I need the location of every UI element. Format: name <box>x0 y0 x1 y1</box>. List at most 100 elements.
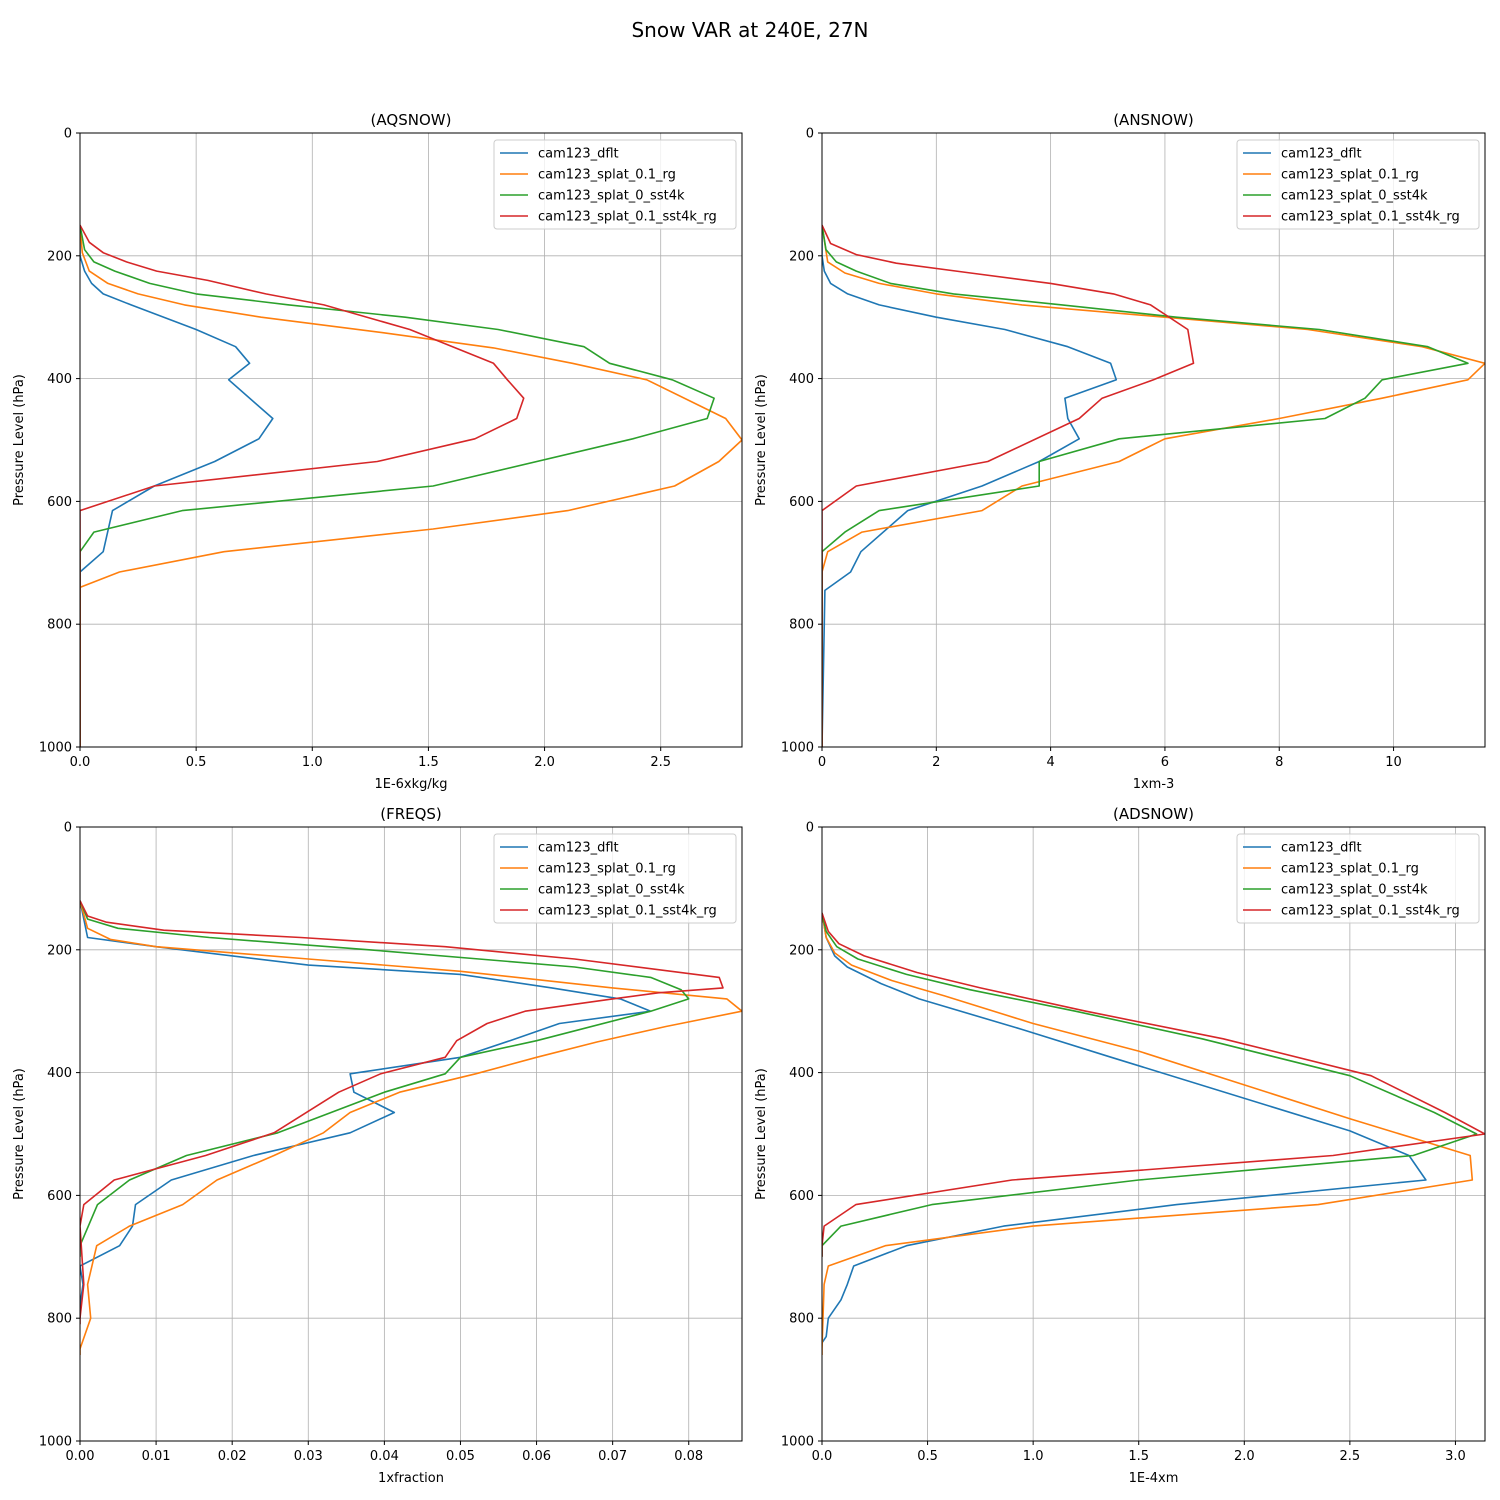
y-tick-label: 0 <box>64 821 72 836</box>
panels: 0.0 0.5 1.0 1.5 2.0 2.502004006008001000(AQSN… <box>12 111 1486 1486</box>
x-tick-label: 2.0 <box>1234 1449 1255 1464</box>
x-tick-label: 3.0 <box>1445 1449 1466 1464</box>
x-tick-label: 4 <box>1046 755 1054 770</box>
legend-label: cam123_splat_0.1_rg <box>1281 168 1419 183</box>
y-tick-label: 400 <box>47 1066 72 1081</box>
x-tick-label: 0.01 <box>142 1449 171 1464</box>
x-axis-label: 1xfraction <box>378 1471 444 1486</box>
x-tick-label: 0.03 <box>294 1449 323 1464</box>
x-tick-label: 2.0 <box>534 755 555 770</box>
series-group <box>822 224 1485 747</box>
x-tick-label: 0.0 <box>812 1449 833 1464</box>
legend-label: cam123_dflt <box>1281 841 1362 856</box>
y-tick-label: 0 <box>806 127 814 142</box>
y-tick-label: 1000 <box>39 741 72 756</box>
legend-label: cam123_splat_0_sst4k <box>1281 189 1428 204</box>
legend-box <box>493 139 737 230</box>
x-tick-label: 1.5 <box>1128 1449 1149 1464</box>
legend-box <box>1236 833 1480 924</box>
y-tick-label: 1000 <box>781 1435 814 1450</box>
panel-freqs: 0.00 0.01 0.02 0.03 0.04 0.05 0.06 0.07 0.08 0 200… <box>12 805 743 1486</box>
series-group <box>822 912 1485 1355</box>
x-ticks: 0.0 0.5 1.0 1.5 2.0 2.5 <box>70 747 671 770</box>
x-tick-label: 2.5 <box>1340 1449 1361 1464</box>
x-tick-label: 10 <box>1385 755 1402 770</box>
x-ticks: 0.0 0.5 1.0 1.5 2.0 2.5 3.0 <box>812 1441 1466 1464</box>
series-line-cam123_splat_0.1_rg <box>822 224 1485 747</box>
panel-aqsnow: 0.0 0.5 1.0 1.5 2.0 2.5 0 200 400 600 800 1000 (AQSN… <box>12 111 743 792</box>
x-tick-label: 0.04 <box>370 1449 399 1464</box>
series-line-cam123_splat_0_sst4k <box>80 900 690 1257</box>
figure-title: Snow VAR at 240E, 27N <box>631 18 868 42</box>
x-tick-label: 2.5 <box>650 755 671 770</box>
y-tick-label: 1000 <box>781 741 814 756</box>
y-tick-label: 200 <box>789 249 814 264</box>
x-ticks: 0 2 4 6 8 10 <box>818 747 1402 770</box>
series-group <box>80 224 742 747</box>
legend-box <box>493 833 737 924</box>
series-line-cam123_splat_0_sst4k <box>80 224 715 747</box>
y-tick-label: 600 <box>789 1189 814 1204</box>
legend: cam123_dflt cam123_splat_0.1_rg cam123_spl… <box>1236 833 1480 924</box>
legend-label: cam123_dflt <box>538 147 619 162</box>
panel-title: (ANSNOW) <box>1113 111 1194 129</box>
x-tick-label: 0.02 <box>218 1449 247 1464</box>
axes-frame <box>79 132 743 748</box>
legend-box <box>1236 139 1480 230</box>
y-tick-label: 600 <box>47 495 72 510</box>
x-tick-label: 6 <box>1161 755 1169 770</box>
y-axis-label: Pressure Level (hPa) <box>12 1068 27 1200</box>
series-group <box>80 900 742 1355</box>
panel-adsnow: 0.0 0.5 1.0 1.5 2.0 2.5 3.0 0 200 400 600 800 1000 (A… <box>754 805 1486 1486</box>
x-ticks: 0.00 0.01 0.02 0.03 0.04 0.05 0.06 0.07 0.08 <box>66 1441 703 1464</box>
x-tick-label: 0.5 <box>186 755 207 770</box>
series-line-cam123_dflt <box>822 225 1118 747</box>
y-tick-label: 600 <box>789 495 814 510</box>
x-tick-label: 0.00 <box>66 1449 95 1464</box>
y-tick-label: 400 <box>789 372 814 387</box>
y-ticks: 0 200 400 600 800 1000 <box>39 821 80 1450</box>
legend-label: cam123_splat_0.1_rg <box>538 862 676 877</box>
legend-label: cam123_splat_0_sst4k <box>538 883 685 898</box>
y-tick-label: 1000 <box>39 1435 72 1450</box>
x-tick-label: 0.5 <box>917 1449 938 1464</box>
panel-title: (FREQS) <box>380 805 442 823</box>
panel-title: (ADSNOW) <box>1113 805 1194 823</box>
series-line-cam123_dflt <box>80 225 274 747</box>
axes-frame <box>821 132 1486 748</box>
y-ticks: 0 200 400 600 800 1000 <box>781 821 822 1450</box>
axes-frame <box>79 826 743 1442</box>
legend: cam123_dflt cam123_splat_0.1_rg cam123_spl… <box>493 139 737 230</box>
legend-label: cam123_splat_0.1_rg <box>1281 862 1419 877</box>
legend-label: cam123_splat_0_sst4k <box>538 189 685 204</box>
legend-label: cam123_dflt <box>538 841 619 856</box>
grid <box>79 132 742 748</box>
grid <box>79 826 742 1442</box>
y-axis-label: Pressure Level (hPa) <box>754 374 769 506</box>
y-tick-label: 0 <box>64 127 72 142</box>
x-tick-label: 0.08 <box>674 1449 703 1464</box>
y-tick-label: 800 <box>789 618 814 633</box>
x-tick-label: 1.0 <box>302 755 323 770</box>
legend-label: cam123_splat_0.1_rg <box>538 168 676 183</box>
x-tick-label: 0.0 <box>70 755 91 770</box>
legend-label: cam123_splat_0.1_sst4k_rg <box>538 210 717 225</box>
legend-label: cam123_splat_0.1_sst4k_rg <box>1281 904 1460 919</box>
y-tick-label: 800 <box>47 1312 72 1327</box>
series-line-cam123_splat_0.1_sst4k_rg <box>822 224 1195 747</box>
x-tick-label: 1.0 <box>1023 1449 1044 1464</box>
x-tick-label: 0.06 <box>522 1449 551 1464</box>
x-tick-label: 0 <box>818 755 826 770</box>
y-tick-label: 200 <box>789 943 814 958</box>
x-tick-label: 0.05 <box>446 1449 475 1464</box>
series-line-cam123_splat_0.1_rg <box>80 225 742 747</box>
x-axis-label: 1E-6xkg/kg <box>374 777 447 792</box>
legend-label: cam123_splat_0.1_sst4k_rg <box>538 904 717 919</box>
x-axis-label: 1E-4xm <box>1129 1471 1179 1486</box>
y-tick-label: 400 <box>789 1066 814 1081</box>
legend-label: cam123_splat_0.1_sst4k_rg <box>1281 210 1460 225</box>
axes-frame <box>821 826 1486 1442</box>
y-tick-label: 200 <box>47 249 72 264</box>
